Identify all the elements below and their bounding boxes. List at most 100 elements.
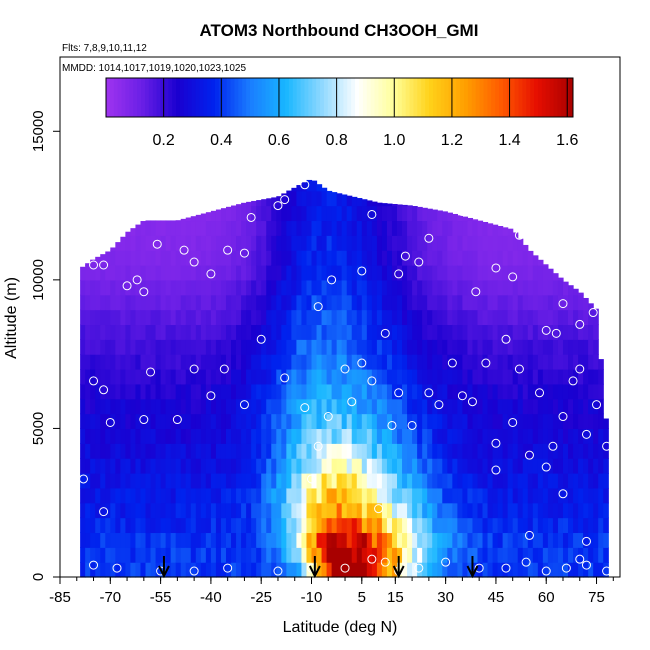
heatmap-cell <box>225 532 232 548</box>
heatmap-cell <box>286 443 292 459</box>
heatmap-cell <box>215 209 222 222</box>
heatmap-cell <box>215 383 222 400</box>
heatmap-cell <box>366 309 373 326</box>
heatmap-cell <box>110 250 116 266</box>
heatmap-cell <box>291 205 298 222</box>
heatmap-cell <box>341 428 348 444</box>
heatmap-cell <box>391 532 398 548</box>
heatmap-cell <box>422 309 428 326</box>
heatmap-cell <box>231 250 237 266</box>
heatmap-cell <box>316 517 323 534</box>
heatmap-cell <box>140 398 147 415</box>
heatmap-cell <box>482 473 489 489</box>
heatmap-cell <box>170 324 177 340</box>
heatmap-cell <box>80 443 86 459</box>
heatmap-cell <box>95 443 101 459</box>
heatmap-cell <box>175 294 182 311</box>
heatmap-cell <box>502 294 509 311</box>
heatmap-cell <box>220 383 227 400</box>
heatmap-cell <box>331 428 338 444</box>
heatmap-cell <box>251 235 257 251</box>
heatmap-cell <box>542 547 549 563</box>
heatmap-cell <box>241 250 247 266</box>
heatmap-cell <box>200 532 207 548</box>
heatmap-cell <box>361 487 368 504</box>
heatmap-cell <box>306 532 313 548</box>
heatmap-cell <box>588 458 594 474</box>
heatmap-cell <box>547 279 554 296</box>
heatmap-cell <box>542 294 549 311</box>
heatmap-cell <box>321 205 328 222</box>
heatmap-cell <box>225 250 232 266</box>
heatmap-cell <box>497 547 504 563</box>
heatmap-cell <box>573 487 579 504</box>
heatmap-cell <box>507 428 514 444</box>
colorbar-segment <box>296 78 302 117</box>
heatmap-cell <box>251 487 257 504</box>
heatmap-cell <box>472 517 479 534</box>
colorbar-segment <box>456 78 461 117</box>
heatmap-cell <box>492 413 499 430</box>
heatmap-cell <box>462 250 469 266</box>
observation-point <box>602 566 612 576</box>
heatmap-cell <box>482 458 489 474</box>
arrow-marker <box>392 556 405 579</box>
colorbar-segment <box>234 78 239 117</box>
x-axis-title: Latitude (deg N) <box>283 619 398 636</box>
heatmap-cell <box>210 428 217 444</box>
heatmap-cell <box>522 428 529 444</box>
heatmap-cell <box>477 354 484 370</box>
heatmap-cell <box>135 487 142 504</box>
observation-point <box>132 275 142 285</box>
heatmap-cell <box>190 220 197 236</box>
heatmap-cell <box>281 339 287 355</box>
heatmap-cell <box>356 339 363 355</box>
heatmap-cell <box>351 562 358 578</box>
heatmap-cell <box>437 473 443 489</box>
heatmap-cell <box>331 309 338 326</box>
heatmap-cell <box>170 220 177 236</box>
heatmap-cell <box>120 517 126 534</box>
heatmap-cell <box>311 487 318 504</box>
arrow-markers <box>158 556 479 579</box>
heatmap-cell <box>578 487 584 504</box>
heatmap-cell <box>145 250 152 266</box>
heatmap-cell <box>95 413 101 430</box>
colorbar-segment <box>467 78 473 117</box>
heatmap-cell <box>542 443 549 459</box>
heatmap-cell <box>160 324 167 340</box>
heatmap-cell <box>542 265 549 281</box>
heatmap-cell <box>432 443 438 459</box>
heatmap-cell <box>412 487 418 504</box>
heatmap-cell <box>321 187 328 192</box>
heatmap-cell <box>331 220 338 236</box>
heatmap-cell <box>497 354 504 370</box>
heatmap-cell <box>412 206 418 222</box>
heatmap-cell <box>552 339 559 355</box>
heatmap-cell <box>80 487 86 504</box>
heatmap-cell <box>271 265 277 281</box>
heatmap-cell <box>236 487 242 504</box>
heatmap-cell <box>110 487 116 504</box>
heatmap-cell <box>366 265 373 281</box>
heatmap-cell <box>386 562 393 578</box>
heatmap-cell <box>80 309 86 326</box>
heatmap-cell <box>417 562 423 578</box>
observation-point <box>434 400 444 410</box>
heatmap-cell <box>562 532 569 548</box>
heatmap-cell <box>346 562 353 578</box>
heatmap-cell <box>291 487 298 504</box>
heatmap-cell <box>130 265 137 281</box>
heatmap-cell <box>366 502 373 519</box>
heatmap-cell <box>160 532 167 548</box>
heatmap-cell <box>346 383 353 400</box>
heatmap-cell <box>578 428 584 444</box>
heatmap-cell <box>547 309 554 326</box>
heatmap-cell <box>180 354 187 370</box>
heatmap-cell <box>236 339 242 355</box>
heatmap-cell <box>578 458 584 474</box>
heatmap-cell <box>195 487 202 504</box>
heatmap-cell <box>246 413 252 430</box>
heatmap-cell <box>296 324 303 340</box>
heatmap-cell <box>220 428 227 444</box>
